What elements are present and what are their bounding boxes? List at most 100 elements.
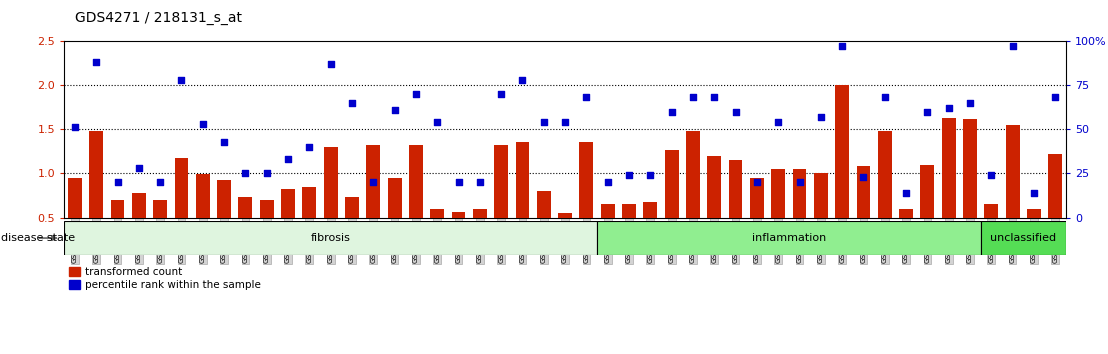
Point [258, 171, 276, 176]
Bar [963, 119, 977, 262]
FancyBboxPatch shape [981, 221, 1066, 255]
Point [919, 109, 936, 114]
Bar [771, 169, 786, 262]
Point [215, 139, 233, 144]
Bar [984, 205, 998, 262]
Bar [814, 173, 828, 262]
Bar [494, 145, 509, 262]
Point [577, 95, 595, 100]
Point [429, 119, 447, 125]
Bar [281, 189, 295, 262]
Point [791, 179, 809, 185]
Bar [1006, 125, 1019, 262]
Bar [622, 205, 636, 262]
Bar [259, 200, 274, 262]
Bar [68, 178, 82, 262]
Point [109, 179, 126, 185]
Point [321, 61, 339, 67]
Point [88, 59, 105, 65]
Point [1004, 43, 1022, 49]
Point [620, 172, 638, 178]
Bar [1048, 154, 1063, 262]
Point [450, 179, 468, 185]
Bar [238, 198, 253, 262]
Point [492, 91, 510, 97]
Text: unclassified: unclassified [991, 233, 1056, 243]
Legend: transformed count, percentile rank within the sample: transformed count, percentile rank withi… [70, 267, 261, 290]
FancyBboxPatch shape [597, 221, 981, 255]
Point [876, 95, 894, 100]
Text: fibrosis: fibrosis [310, 233, 350, 243]
Bar [345, 198, 359, 262]
Bar [132, 193, 146, 262]
Point [706, 95, 724, 100]
Point [343, 100, 361, 105]
Bar [921, 165, 934, 262]
Bar [452, 212, 465, 262]
Point [514, 77, 532, 82]
Point [833, 43, 851, 49]
Bar [878, 131, 892, 262]
Text: GDS4271 / 218131_s_at: GDS4271 / 218131_s_at [75, 11, 243, 25]
Bar [579, 142, 593, 262]
Point [769, 119, 787, 125]
Point [1025, 190, 1043, 196]
Point [961, 100, 978, 105]
Bar [388, 178, 401, 262]
Point [598, 179, 616, 185]
Bar [537, 191, 551, 262]
Bar [792, 169, 807, 262]
Bar [707, 156, 721, 262]
Bar [1027, 209, 1040, 262]
Point [407, 91, 424, 97]
Bar [430, 209, 444, 262]
Bar [324, 147, 338, 262]
Point [173, 77, 191, 82]
Point [194, 121, 212, 127]
Point [854, 174, 872, 180]
Point [386, 107, 403, 113]
Point [152, 179, 170, 185]
Point [471, 179, 489, 185]
Bar [90, 131, 103, 262]
Point [130, 165, 147, 171]
Bar [665, 149, 678, 262]
Point [365, 179, 382, 185]
Point [663, 109, 680, 114]
Bar [601, 205, 615, 262]
Point [812, 114, 830, 120]
Text: inflammation: inflammation [751, 233, 825, 243]
Point [1046, 95, 1064, 100]
Point [279, 156, 297, 162]
Point [748, 179, 766, 185]
Bar [899, 209, 913, 262]
Point [897, 190, 915, 196]
Bar [175, 159, 188, 262]
Bar [835, 85, 849, 262]
Bar [856, 166, 871, 262]
Point [727, 109, 745, 114]
Bar [644, 202, 657, 262]
Point [66, 125, 84, 130]
Point [236, 171, 254, 176]
Bar [686, 131, 700, 262]
Bar [409, 145, 423, 262]
Bar [515, 142, 530, 262]
Bar [153, 200, 167, 262]
FancyBboxPatch shape [64, 221, 597, 255]
Point [535, 119, 553, 125]
Bar [217, 179, 232, 262]
Point [684, 95, 701, 100]
Text: disease state: disease state [1, 233, 75, 243]
Bar [196, 175, 209, 262]
Point [642, 172, 659, 178]
Bar [558, 213, 572, 262]
Point [983, 172, 1001, 178]
Bar [729, 160, 742, 262]
Bar [942, 118, 955, 262]
Bar [111, 200, 124, 262]
Point [556, 119, 574, 125]
Bar [367, 145, 380, 262]
Bar [302, 187, 316, 262]
Point [300, 144, 318, 150]
